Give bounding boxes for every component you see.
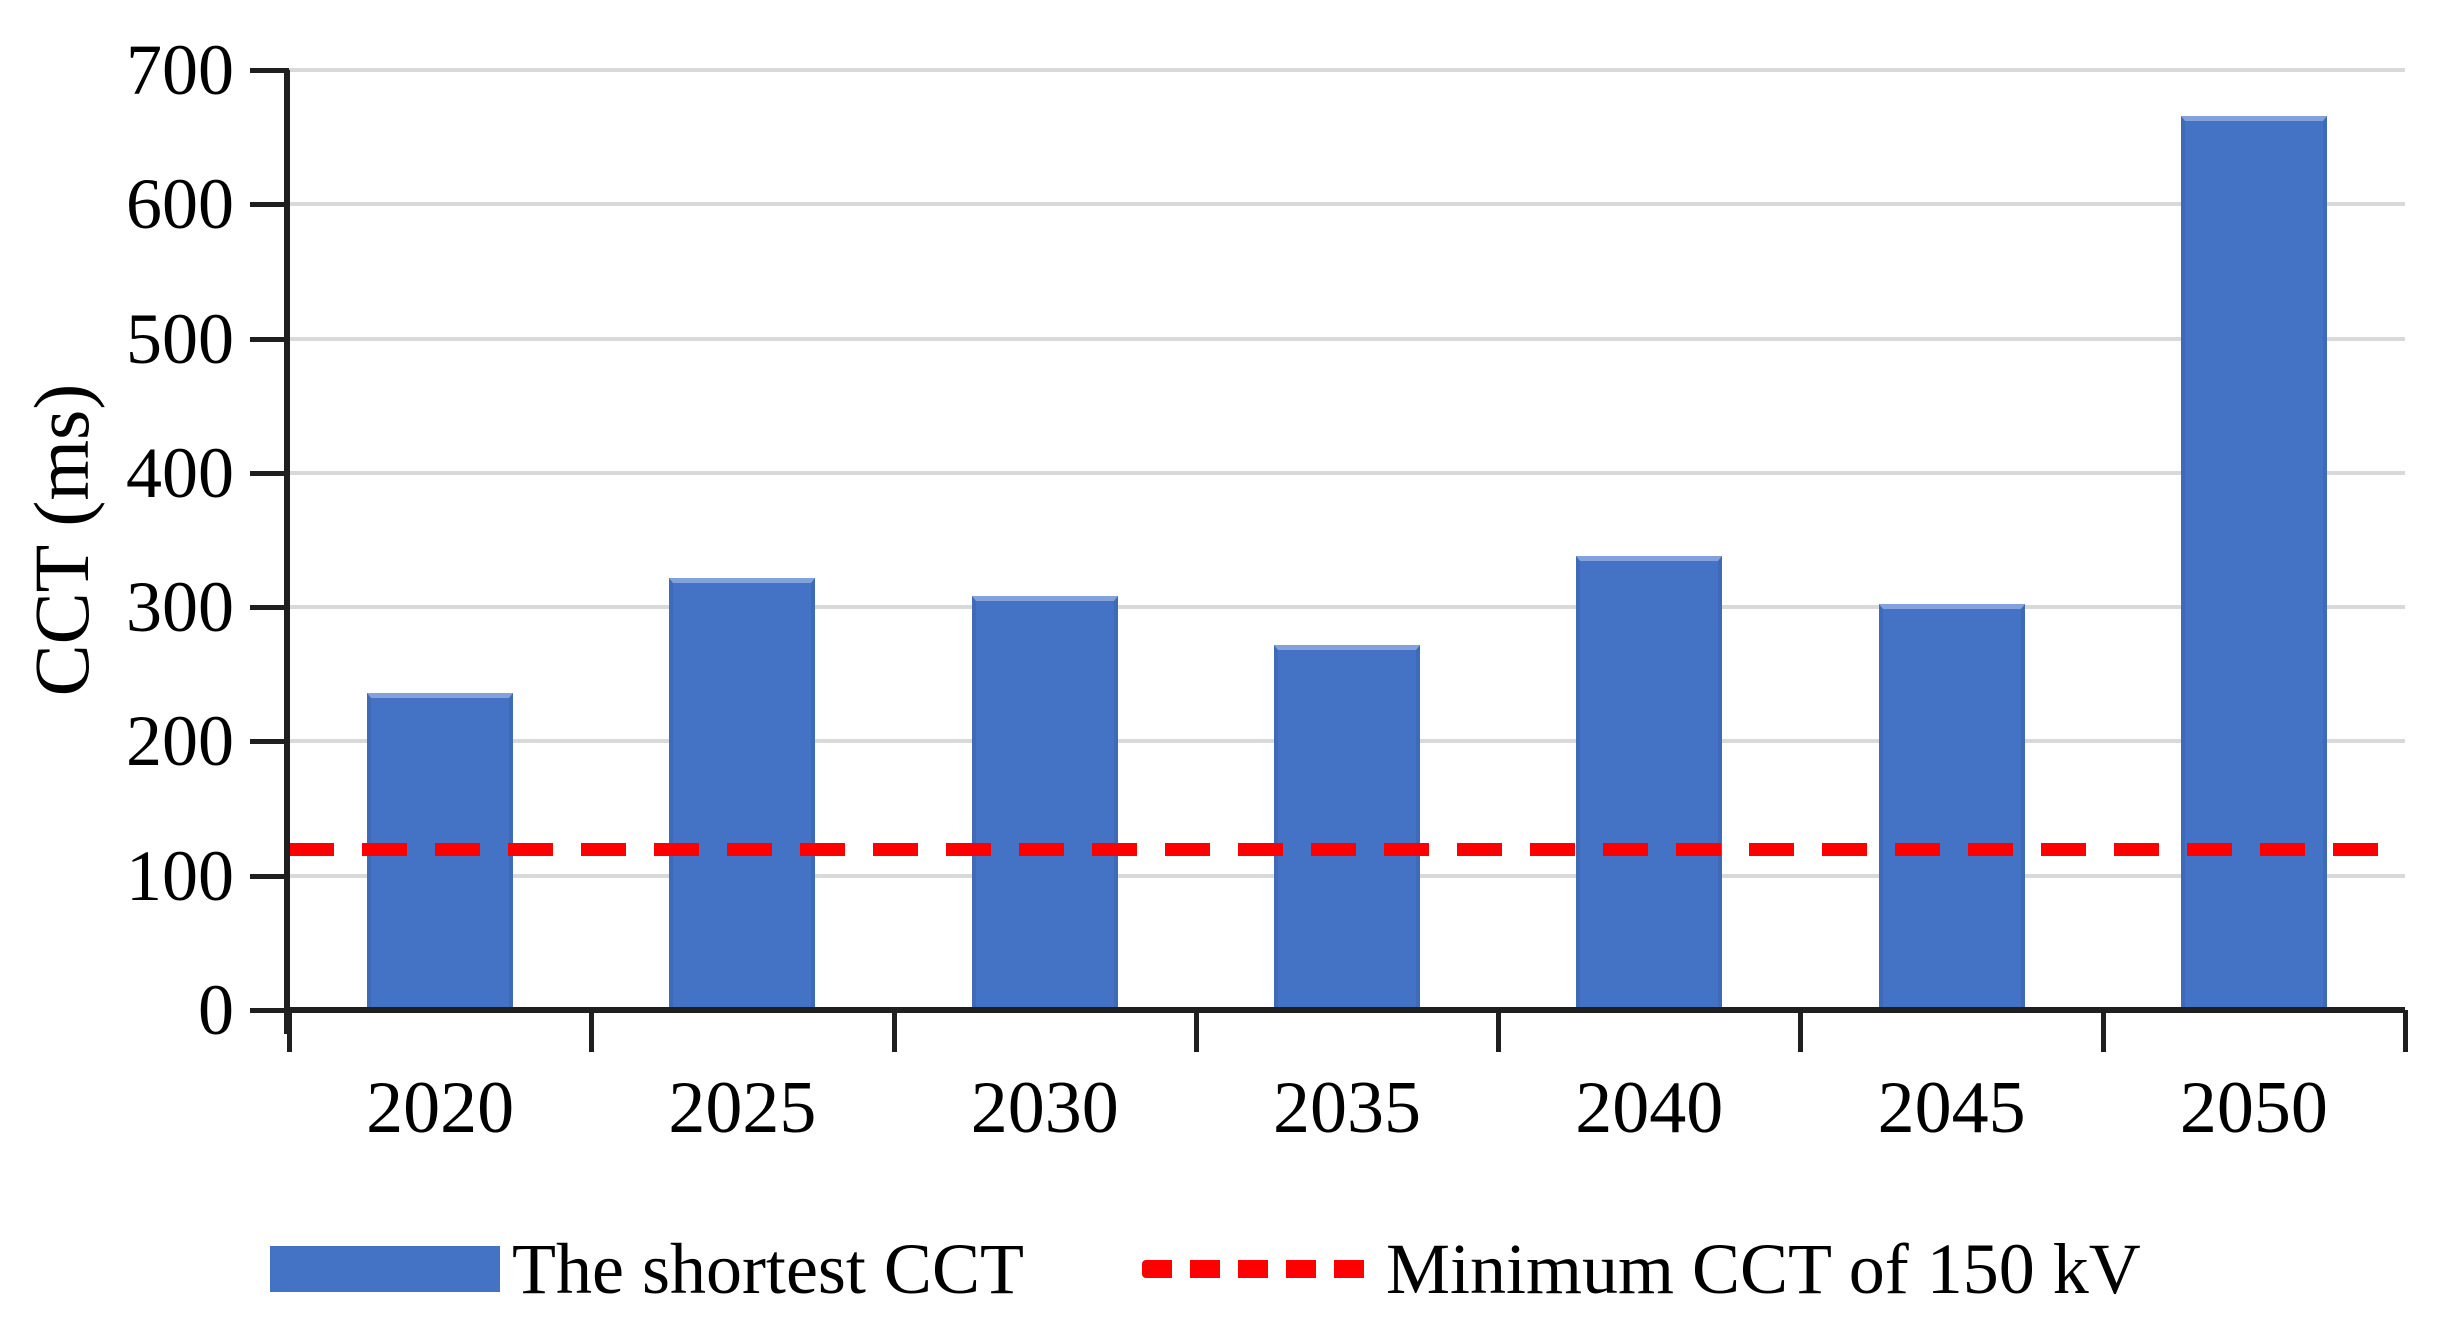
bar-2025: [669, 577, 816, 1010]
y-tick-label-400: 400: [126, 432, 234, 513]
legend-bar-swatch: [270, 1246, 500, 1292]
y-axis-title: CCT (ms): [18, 383, 105, 697]
legend: The shortest CCT Minimum CCT of 150 kV: [270, 1228, 2141, 1310]
x-tick-1: [589, 1010, 595, 1052]
y-tick-label-500: 500: [126, 298, 234, 379]
x-tick-2: [891, 1010, 897, 1052]
x-axis-line: [289, 1007, 2405, 1013]
gridline-300: [289, 605, 2405, 610]
y-tick-600: [250, 202, 289, 208]
y-tick-300: [250, 605, 289, 611]
legend-label-shortest-cct: The shortest CCT: [512, 1229, 1024, 1309]
reference-line: [289, 842, 2405, 856]
bar-2045: [1878, 604, 2025, 1010]
y-tick-400: [250, 470, 289, 476]
y-tick-label-700: 700: [126, 30, 234, 110]
bar-2040: [1576, 556, 1723, 1010]
x-label-2035: 2035: [1273, 1067, 1421, 1149]
gridline-700: [289, 68, 2405, 72]
y-tick-200: [250, 739, 289, 745]
y-tick-500: [250, 336, 289, 342]
x-label-2040: 2040: [1575, 1067, 1724, 1149]
x-label-2045: 2045: [1877, 1067, 2026, 1149]
y-tick-label-0: 0: [198, 970, 234, 1050]
x-tick-4: [1496, 1010, 1502, 1052]
y-tick-0: [250, 1008, 289, 1013]
x-tick-5: [1798, 1010, 1804, 1052]
x-label-2030: 2030: [970, 1067, 1119, 1149]
x-tick-3: [1193, 1010, 1199, 1052]
gridline-400: [289, 470, 2405, 475]
x-label-2050: 2050: [2179, 1067, 2328, 1149]
x-tick-6: [2100, 1010, 2106, 1052]
bar-2030: [971, 596, 1118, 1010]
gridline-500: [289, 336, 2405, 341]
legend-label-minimum-cct: Minimum CCT of 150 kV: [1385, 1229, 2141, 1309]
bar-2035: [1274, 644, 1420, 1010]
y-axis-line: [284, 70, 290, 1034]
y-tick-label-300: 300: [126, 567, 234, 648]
y-tick-100: [250, 873, 289, 879]
bar-2050: [2180, 115, 2327, 1010]
y-tick-label-100: 100: [126, 835, 234, 916]
x-tick-7: [2403, 1010, 2408, 1052]
y-tick-label-600: 600: [126, 164, 234, 245]
y-tick-700: [250, 68, 289, 73]
gridline-600: [289, 202, 2405, 207]
y-tick-label-200: 200: [126, 701, 234, 782]
legend-dash-swatch: [1141, 1260, 1374, 1278]
x-label-2025: 2025: [668, 1067, 817, 1149]
x-label-2020: 2020: [366, 1067, 515, 1149]
